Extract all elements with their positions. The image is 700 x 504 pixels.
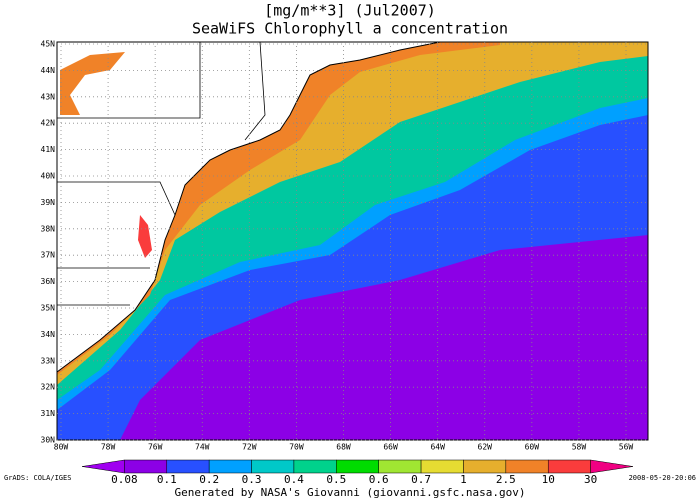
- lat-label: 39N: [41, 198, 56, 207]
- colorbar-label: 0.2: [199, 473, 219, 486]
- lon-label: 60W: [525, 443, 540, 452]
- colorbar-label: 0.1: [157, 473, 177, 486]
- colorbar-box: [293, 459, 337, 474]
- border-line: [244, 41, 266, 141]
- colorbar-box: [208, 459, 252, 474]
- colorbar-label: 30: [584, 473, 597, 486]
- colorbar-box: [420, 459, 464, 474]
- colorbar-end: [590, 459, 634, 474]
- colorbar-label: 10: [542, 473, 555, 486]
- colorbar-label: 0.6: [369, 473, 389, 486]
- footer-right: 2008-05-20-20:06: [629, 474, 696, 482]
- colorbar-label: 0.08: [111, 473, 138, 486]
- lon-label: 78W: [101, 443, 116, 452]
- colorbar-box: [166, 459, 210, 474]
- lon-label: 58W: [572, 443, 587, 452]
- colorbar-label: 0.7: [411, 473, 431, 486]
- colorbar-label: 0.4: [284, 473, 304, 486]
- colorbar-box: [251, 459, 295, 474]
- border-line: [57, 42, 201, 119]
- map-area: [56, 41, 649, 441]
- state-borders: [57, 41, 266, 306]
- lat-label: 34N: [41, 330, 56, 339]
- lat-label: 30N: [41, 436, 56, 445]
- map-frame: [56, 41, 649, 441]
- colorbar-label: 1: [460, 473, 467, 486]
- graticule: 30N 31N 32N 33N 34N 35N 36N 37N 38N 39N 40N 41N 42N 4…: [41, 40, 648, 452]
- lat-label: 43N: [41, 92, 56, 101]
- lon-label: 70W: [289, 443, 304, 452]
- footer-credit: Generated by NASA's Giovanni (giovanni.g…: [175, 486, 526, 499]
- lon-label: 56W: [619, 443, 634, 452]
- colorbar-label: 0.5: [326, 473, 346, 486]
- lat-label: 36N: [41, 277, 56, 286]
- lat-label: 35N: [41, 304, 56, 313]
- lat-label: 45N: [41, 40, 56, 49]
- map-title: SeaWiFS Chlorophyll a concentration: [192, 20, 508, 38]
- lat-label: 32N: [41, 383, 56, 392]
- colorbar: 0.08 0.1 0.2 0.3 0.4 0.5 0.6 0.7 1 2.5 10 30: [81, 459, 634, 486]
- lat-label: 42N: [41, 119, 56, 128]
- lat-label: 44N: [41, 66, 56, 75]
- lon-label: 76W: [148, 443, 163, 452]
- colorbar-box: [124, 459, 168, 474]
- colorbar-box: [378, 459, 422, 474]
- lon-label: 80W: [54, 443, 69, 452]
- colorbar-label: 0.3: [242, 473, 262, 486]
- lat-label: 37N: [41, 251, 56, 260]
- lat-label: 33N: [41, 356, 56, 365]
- colorbar-box: [505, 459, 549, 474]
- colorbar-box: [547, 459, 591, 474]
- colorbar-box: [336, 459, 379, 474]
- lon-label: 68W: [336, 443, 351, 452]
- colorbar-box: [463, 459, 507, 474]
- gulf-st-lawrence: [60, 52, 125, 115]
- border-line: [57, 181, 176, 216]
- lon-label: 74W: [195, 443, 210, 452]
- lat-label: 40N: [41, 172, 56, 181]
- lon-label: 64W: [430, 443, 445, 452]
- lat-label: 41N: [41, 145, 56, 154]
- footer-left: GrADS: COLA/IGES: [4, 474, 71, 482]
- units-title: [mg/m**3] (Jul2007): [264, 2, 436, 20]
- colorbar-label: 2.5: [496, 473, 516, 486]
- chesapeake-bay: [138, 215, 152, 258]
- colorbar-end: [81, 459, 125, 474]
- lon-label: 66W: [383, 443, 398, 452]
- lon-label: 72W: [242, 443, 257, 452]
- lat-label: 38N: [41, 224, 56, 233]
- lon-label: 62W: [478, 443, 493, 452]
- lat-label: 31N: [41, 409, 56, 418]
